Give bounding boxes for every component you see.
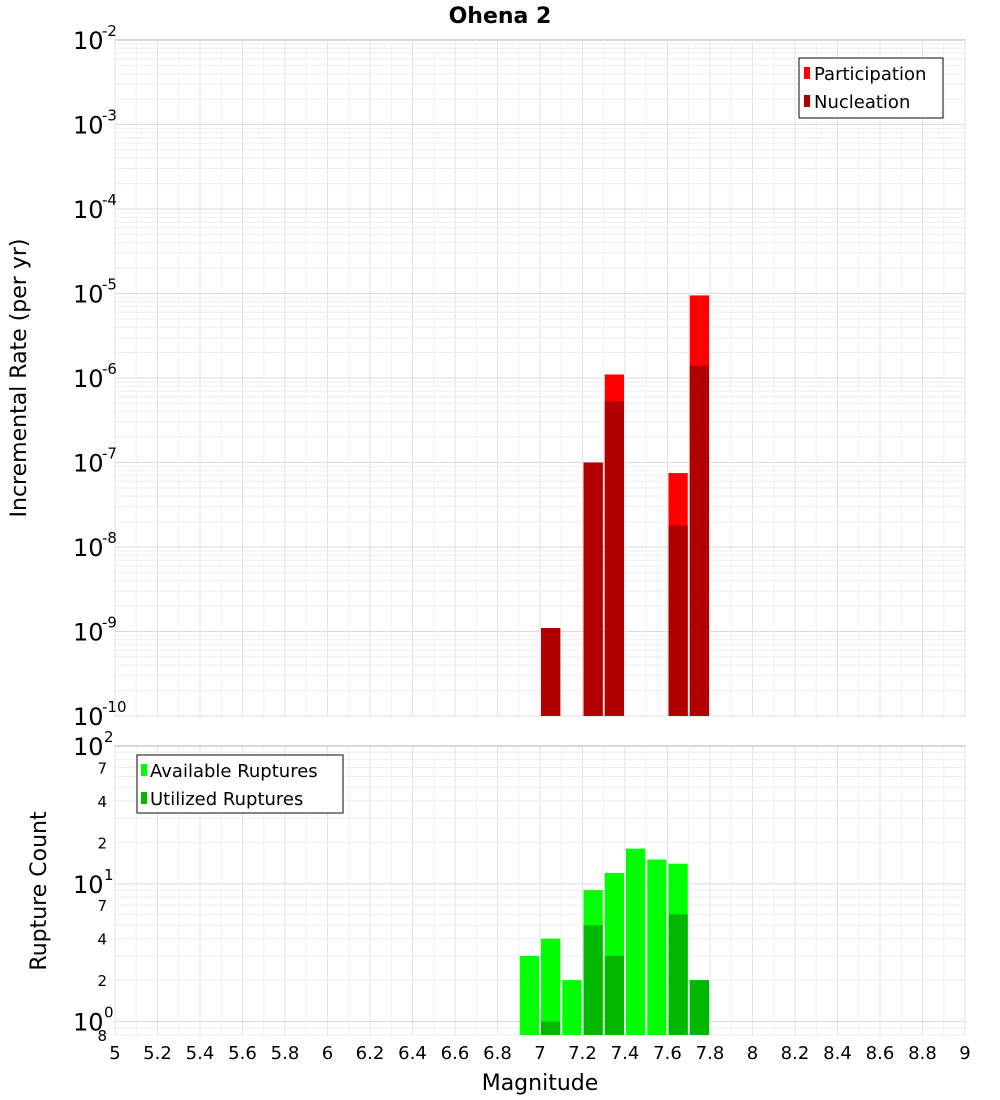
bar-available-ruptures bbox=[647, 859, 667, 1035]
x-tick-label: 5.2 bbox=[143, 1043, 172, 1064]
x-axis-label: Magnitude bbox=[482, 1071, 599, 1096]
bar-utilized-ruptures bbox=[668, 914, 688, 1035]
x-tick-label: 6 bbox=[322, 1043, 333, 1064]
y-tick-label: 10 bbox=[73, 112, 104, 140]
legend-swatch-participation bbox=[804, 67, 810, 79]
y-minor-tick-label: 4 bbox=[97, 931, 107, 949]
bar-utilized-ruptures bbox=[583, 925, 603, 1035]
bar-available-ruptures bbox=[626, 848, 646, 1035]
y-tick-label: 10 bbox=[73, 365, 104, 393]
y-tick-exponent: -10 bbox=[102, 698, 127, 716]
y-tick-label: 10 bbox=[73, 450, 104, 478]
y-tick-label: 10 bbox=[73, 619, 104, 647]
y-tick-label: 10 bbox=[73, 871, 104, 899]
top-y-axis-label: Incremental Rate (per yr) bbox=[7, 239, 32, 518]
bar-utilized-ruptures bbox=[541, 1021, 561, 1035]
y-tick-exponent: -2 bbox=[102, 22, 117, 40]
x-tick-label: 6.6 bbox=[441, 1043, 470, 1064]
legend-swatch-available bbox=[141, 764, 147, 776]
x-tick-label: 8.8 bbox=[908, 1043, 937, 1064]
top-legend: Participation Nucleation bbox=[798, 57, 944, 119]
y-minor-tick-label: 7 bbox=[97, 897, 107, 915]
x-tick-label: 6.4 bbox=[398, 1043, 427, 1064]
y-minor-tick-label: 7 bbox=[97, 759, 107, 777]
x-tick-label: 8.2 bbox=[781, 1043, 810, 1064]
y-tick-label: 10 bbox=[73, 733, 104, 761]
x-tick-label: 8.6 bbox=[866, 1043, 895, 1064]
legend-nucleation: Nucleation bbox=[814, 92, 910, 113]
y-minor-tick-label: 4 bbox=[97, 793, 107, 811]
bar-available-ruptures bbox=[541, 938, 561, 1035]
y-tick-label: 10 bbox=[73, 196, 104, 224]
bottom-y-axis-label: Rupture Count bbox=[27, 811, 52, 971]
top-y-ticks: 10-210-310-410-510-610-710-810-910-10 bbox=[73, 22, 127, 731]
y-tick-exponent: -8 bbox=[102, 529, 117, 547]
y-tick-exponent: 0 bbox=[104, 1004, 114, 1022]
legend-participation: Participation bbox=[814, 64, 926, 85]
bar-available-ruptures bbox=[519, 955, 539, 1035]
y-tick-exponent: -9 bbox=[102, 614, 117, 632]
y-minor-tick-label: 2 bbox=[97, 972, 107, 990]
chart-title: Ohena 2 bbox=[449, 4, 552, 29]
bar-available-ruptures bbox=[562, 980, 582, 1035]
top-grid bbox=[114, 40, 966, 717]
x-tick-label: 8.4 bbox=[823, 1043, 852, 1064]
bar-nucleation bbox=[668, 525, 688, 716]
x-tick-label: 5 bbox=[109, 1043, 120, 1064]
legend-swatch-nucleation bbox=[804, 95, 810, 107]
bar-nucleation bbox=[604, 401, 624, 716]
x-tick-label: 7.4 bbox=[611, 1043, 640, 1064]
y-tick-exponent: -4 bbox=[102, 191, 117, 209]
x-tick-label: 5.6 bbox=[228, 1043, 257, 1064]
y-tick-label: 10 bbox=[73, 1009, 104, 1037]
y-tick-exponent: -6 bbox=[102, 360, 117, 378]
x-tick-label: 5.4 bbox=[186, 1043, 215, 1064]
y-tick-exponent: -5 bbox=[102, 276, 117, 294]
y-tick-label: 10 bbox=[73, 703, 104, 731]
x-tick-label: 9 bbox=[959, 1043, 970, 1064]
x-tick-label: 7 bbox=[534, 1043, 545, 1064]
y-minor-tick-label: 8 bbox=[97, 1027, 107, 1045]
legend-swatch-utilized bbox=[141, 792, 147, 804]
bottom-legend: Available Ruptures Utilized Ruptures bbox=[136, 754, 344, 814]
top-bars bbox=[541, 295, 709, 716]
bar-utilized-ruptures bbox=[604, 955, 624, 1035]
legend-utilized-ruptures: Utilized Ruptures bbox=[150, 789, 303, 810]
y-tick-exponent: -3 bbox=[102, 107, 117, 125]
bar-nucleation bbox=[541, 628, 561, 716]
bar-utilized-ruptures bbox=[689, 980, 709, 1035]
y-minor-tick-label: 2 bbox=[97, 834, 107, 852]
y-tick-exponent: 1 bbox=[104, 866, 114, 884]
y-tick-exponent: -7 bbox=[102, 445, 117, 463]
x-tick-label: 7.2 bbox=[568, 1043, 597, 1064]
bar-nucleation bbox=[583, 462, 603, 716]
bar-nucleation bbox=[689, 365, 709, 716]
bottom-grid bbox=[114, 746, 966, 1036]
y-tick-label: 10 bbox=[73, 27, 104, 55]
x-tick-label: 7.8 bbox=[696, 1043, 725, 1064]
x-tick-label: 7.6 bbox=[653, 1043, 682, 1064]
x-tick-label: 6.8 bbox=[483, 1043, 512, 1064]
y-tick-label: 10 bbox=[73, 534, 104, 562]
x-ticks: 5 5.2 5.4 5.6 5.8 6 6.2 6.4 6.6 6.8 7 7.2 7.4 7.6 7.8 8… bbox=[109, 1043, 970, 1064]
legend-available-ruptures: Available Ruptures bbox=[150, 761, 318, 782]
x-tick-label: 8 bbox=[747, 1043, 758, 1064]
x-tick-label: 5.8 bbox=[271, 1043, 300, 1064]
bottom-bars bbox=[519, 848, 709, 1035]
x-tick-label: 6.2 bbox=[356, 1043, 385, 1064]
y-tick-exponent: 2 bbox=[104, 728, 114, 746]
y-tick-label: 10 bbox=[73, 281, 104, 309]
